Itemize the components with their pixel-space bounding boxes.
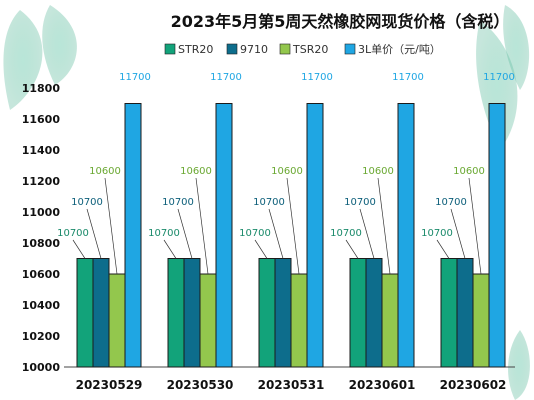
y-tick-label: 11000 (22, 206, 61, 219)
data-label: 10700 (421, 228, 453, 239)
data-label: 10700 (253, 197, 285, 208)
bar (381, 273, 399, 368)
leader-line (436, 239, 450, 259)
y-tick-label: 10600 (22, 268, 61, 281)
leader-line (268, 208, 284, 259)
legend-label: TSR20 (292, 43, 328, 56)
legend-swatch (164, 43, 176, 55)
bar (76, 258, 94, 368)
data-label: 10700 (71, 197, 103, 208)
leader-line (72, 239, 86, 259)
bar (215, 103, 233, 368)
data-label: 11700 (119, 72, 151, 83)
legend: STR20 9710 TSR20 3L单价（元/吨） (164, 43, 441, 56)
data-label: 10700 (162, 197, 194, 208)
bar (124, 103, 142, 368)
y-tick-label: 10000 (22, 361, 61, 374)
leader-line (163, 239, 177, 259)
plot-area: 10700 10700 10600 11700 10700 10700 10600 11700… (57, 72, 515, 368)
bar (397, 103, 415, 368)
leader-line (468, 177, 482, 275)
y-tick-label: 10800 (22, 237, 61, 250)
data-label: 11700 (483, 72, 515, 83)
leader-line (104, 177, 118, 275)
data-label: 10600 (89, 166, 121, 177)
bar (258, 258, 276, 368)
legend-swatch (344, 43, 356, 55)
leader-line (345, 239, 359, 259)
bar (456, 258, 474, 368)
chart-title: 2023年5月第5周天然橡胶网现货价格（含税） (171, 12, 510, 31)
legend-label: 3L单价（元/吨） (358, 43, 441, 56)
bar (290, 273, 308, 368)
data-label: 10700 (435, 197, 467, 208)
legend-label: STR20 (178, 43, 213, 56)
data-label: 10700 (239, 228, 271, 239)
y-tick-label: 11600 (22, 113, 61, 126)
leader-line (254, 239, 268, 259)
data-label: 11700 (210, 72, 242, 83)
x-tick-label: 20230601 (349, 378, 416, 392)
bar (199, 273, 217, 368)
legend-swatch (279, 43, 291, 55)
data-label: 10600 (271, 166, 303, 177)
data-label: 10600 (180, 166, 212, 177)
data-label: 10700 (57, 228, 89, 239)
leader-line (450, 208, 466, 259)
leader-line (286, 177, 300, 275)
y-tick-label: 11200 (22, 175, 61, 188)
data-label: 10600 (362, 166, 394, 177)
bar (274, 258, 292, 368)
y-tick-label: 10400 (22, 299, 61, 312)
leader-line (177, 208, 193, 259)
bar (183, 258, 201, 368)
bar (472, 273, 490, 368)
data-label: 10700 (330, 228, 362, 239)
y-tick-label: 10200 (22, 330, 61, 343)
data-label: 10600 (453, 166, 485, 177)
x-tick-label: 20230531 (258, 378, 325, 392)
leader-line (377, 177, 391, 275)
legend-label: 9710 (240, 43, 268, 56)
y-tick-label: 11400 (22, 144, 61, 157)
x-tick-label: 20230530 (167, 378, 234, 392)
leader-line (195, 177, 209, 275)
decorative-leaves (3, 5, 530, 400)
x-axis: 20230529 20230530 20230531 20230601 20230602 (76, 378, 507, 392)
data-label: 11700 (301, 72, 333, 83)
bar (92, 258, 110, 368)
bar (440, 258, 458, 368)
bar (167, 258, 185, 368)
leader-line (86, 208, 102, 259)
data-label: 11700 (392, 72, 424, 83)
bar (488, 103, 506, 368)
leader-line (359, 208, 375, 259)
bar (349, 258, 367, 368)
legend-swatch (226, 43, 238, 55)
bar (365, 258, 383, 368)
bar (306, 103, 324, 368)
bar (108, 273, 126, 368)
x-tick-label: 20230602 (440, 378, 507, 392)
x-tick-label: 20230529 (76, 378, 143, 392)
y-tick-label: 11800 (22, 82, 61, 95)
data-label: 10700 (148, 228, 180, 239)
data-label: 10700 (344, 197, 376, 208)
